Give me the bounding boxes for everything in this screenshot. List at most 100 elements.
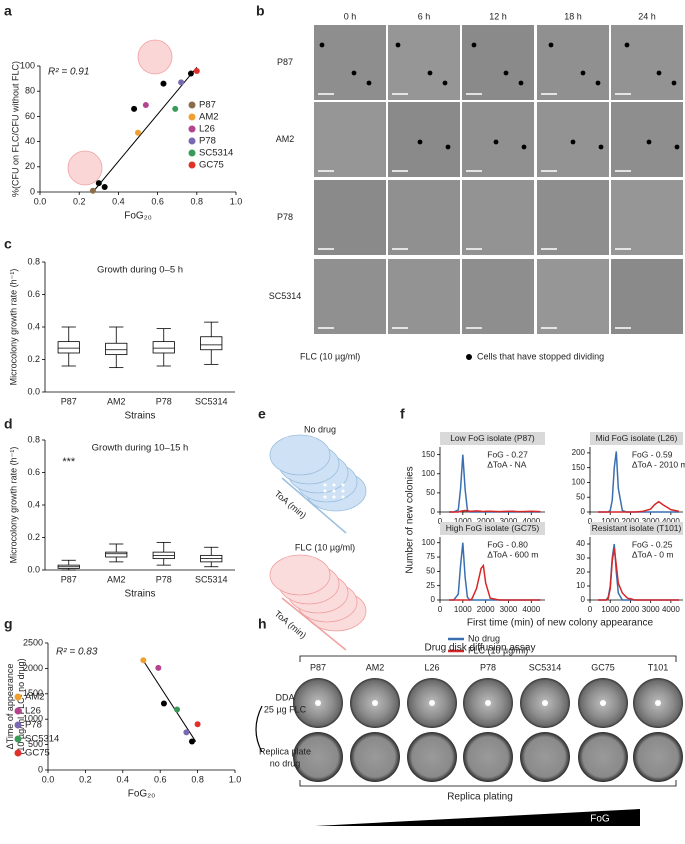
- plate-icon: [137, 39, 173, 75]
- y-tick-label: 1000: [23, 714, 43, 724]
- stopped-cell: [319, 42, 325, 48]
- y-tick-label: 0: [431, 507, 436, 516]
- column-header: 0 h: [344, 11, 357, 21]
- x-tick-label: 0: [588, 517, 593, 526]
- plate-icon: [67, 150, 103, 186]
- point: [142, 102, 149, 109]
- disk: [429, 700, 435, 706]
- replica-plate: [407, 732, 457, 782]
- legend-marker: [188, 137, 196, 145]
- panel-letter: c: [4, 236, 12, 252]
- legend-label: No drug: [468, 633, 500, 643]
- annotation: ΔToA - NA: [487, 459, 527, 469]
- legend-marker: [466, 354, 472, 360]
- facet-header: [590, 432, 683, 445]
- micrograph: [462, 102, 534, 177]
- y-tick-label: 150: [572, 463, 586, 472]
- x-tick-label: 0.6: [151, 196, 164, 206]
- facet-header: [440, 432, 545, 445]
- x-tick-label: 0.8: [191, 774, 204, 784]
- legend-marker: [14, 707, 22, 715]
- y-tick-label: 75: [426, 552, 435, 561]
- arrow: [281, 597, 347, 651]
- legend-label: P87: [199, 100, 216, 111]
- y-tick-label: 50: [576, 492, 585, 501]
- trendline: [92, 66, 198, 193]
- column-header: 12 h: [489, 11, 507, 21]
- x-tick-label: 0.6: [154, 774, 167, 784]
- point: [135, 129, 141, 136]
- stopped-cell: [548, 42, 554, 48]
- panel-letter: b: [256, 3, 265, 19]
- micrograph: [462, 259, 534, 334]
- micrograph: [314, 102, 386, 177]
- point: [155, 664, 162, 671]
- legend-label: AM2: [25, 692, 45, 703]
- y-tick-label: 0: [431, 595, 436, 604]
- annotation: FoG - 0.25: [632, 539, 673, 549]
- stopped-cell: [471, 42, 477, 48]
- x-axis-label: First time (min) of new colony appearanc…: [467, 618, 654, 629]
- label: No drug: [304, 424, 336, 434]
- stopped-cell: [503, 70, 509, 76]
- colony: [323, 483, 327, 487]
- label: FLC (10 µg/ml): [295, 542, 355, 552]
- line: [598, 548, 679, 601]
- point: [174, 706, 181, 713]
- y-tick-label: 50: [426, 566, 435, 575]
- chart-title: Growth during 10–15 h: [92, 443, 189, 454]
- x-tick-label: 0.8: [191, 196, 204, 206]
- x-axis-label: FoG₂₀: [128, 789, 155, 800]
- x-tick-label: 4000: [522, 517, 540, 526]
- micrograph: [537, 180, 609, 255]
- stopped-cell: [656, 70, 662, 76]
- row-label: Replica plate: [259, 746, 311, 756]
- y-tick-label: 25: [426, 581, 435, 590]
- strain-label: P87: [310, 662, 326, 672]
- facet-title: Mid FoG isolate (L26): [596, 433, 678, 443]
- x-tick-label: SC5314: [195, 396, 228, 406]
- y-tick-label: 40: [25, 136, 35, 146]
- replica-plate: [350, 732, 400, 782]
- x-tick-label: 0.4: [112, 196, 125, 206]
- legend-label: FLC (10 µg/ml): [468, 645, 528, 655]
- disk: [485, 700, 491, 706]
- box: [152, 341, 175, 354]
- box: [200, 336, 223, 351]
- legend-label: SC5314: [199, 148, 233, 159]
- x-tick-label: 1000: [601, 517, 619, 526]
- x-axis-label: FoG₂₀: [124, 211, 151, 222]
- legend-marker: [188, 113, 196, 121]
- x-tick-label: 3000: [500, 517, 518, 526]
- x-tick-label: 0.0: [42, 774, 55, 784]
- x-tick-label: 1000: [601, 605, 619, 614]
- stopped-cell: [595, 80, 601, 86]
- y-tick-label: 2000: [23, 663, 43, 673]
- y-tick-label: 0.4: [27, 321, 40, 331]
- y-tick-label: 0: [30, 186, 35, 196]
- stopped-cell: [624, 42, 630, 48]
- box: [57, 341, 80, 354]
- micrograph: [537, 102, 609, 177]
- stopped-cell: [598, 144, 604, 150]
- legend-label: L26: [25, 706, 41, 717]
- colony: [341, 495, 345, 499]
- point: [131, 105, 138, 112]
- footer-label: Replica plating: [447, 792, 513, 803]
- trendline: [142, 660, 197, 742]
- micrograph: [314, 180, 386, 255]
- micrograph: [611, 180, 683, 255]
- point: [95, 180, 102, 187]
- x-tick-label: 4000: [662, 605, 680, 614]
- micrograph: [537, 25, 609, 100]
- box: [105, 551, 128, 558]
- stopped-cell: [570, 139, 576, 145]
- x-tick-label: 3000: [642, 605, 660, 614]
- annotation: R² = 0.91: [48, 67, 89, 78]
- point: [101, 183, 108, 190]
- y-axis-label: Microcolony growth rate (h⁻¹): [8, 447, 18, 564]
- x-tick-label: 1000: [454, 517, 472, 526]
- replica-plate: [293, 732, 343, 782]
- stopped-cell: [366, 80, 372, 86]
- bracket: [299, 780, 677, 787]
